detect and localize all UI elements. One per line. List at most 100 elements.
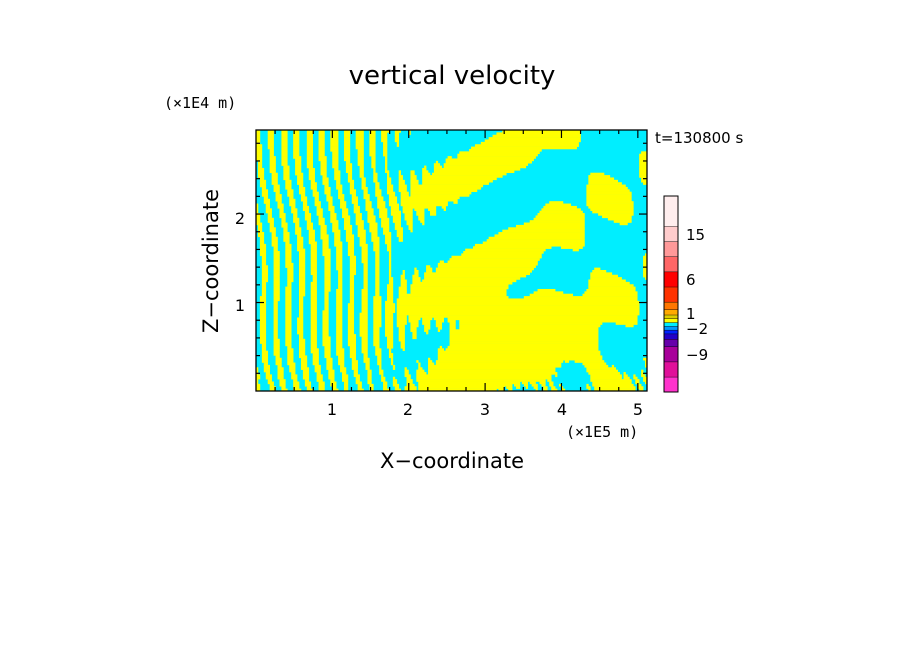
field-cell [404, 369, 409, 373]
field-cell [322, 317, 329, 321]
field-cell [355, 376, 360, 380]
field-cell [273, 312, 278, 316]
field-cell [277, 203, 284, 207]
field-cell [355, 220, 364, 223]
field-cell [410, 329, 417, 332]
field-cell [285, 260, 292, 264]
field-cell [412, 336, 417, 340]
field-cell [265, 376, 272, 380]
field-cell [265, 372, 270, 375]
field-cell [445, 348, 599, 351]
field-cell [373, 322, 382, 325]
field-cell [306, 146, 313, 150]
field-cell [381, 374, 384, 378]
field-cell [273, 279, 280, 283]
field-cell [275, 194, 282, 197]
field-cell [267, 215, 272, 219]
field-cell [338, 362, 345, 366]
field-cell [273, 189, 280, 192]
colorbar-swatch [663, 333, 679, 340]
field-cell [256, 210, 259, 214]
field-cell [271, 182, 278, 185]
field-cell [457, 156, 536, 159]
field-cell [285, 243, 292, 247]
field-cell [359, 243, 368, 247]
field-cell [398, 329, 405, 332]
field-cell [277, 369, 284, 373]
field-cell [285, 334, 292, 337]
field-cell [394, 132, 400, 136]
field-cell [412, 279, 421, 283]
field-cell [443, 163, 529, 166]
field-cell [263, 367, 270, 370]
field-cell [299, 338, 306, 342]
field-cell [299, 315, 304, 318]
field-cell [506, 386, 513, 389]
field-cell [343, 388, 349, 391]
field-cell [363, 265, 368, 268]
field-cell [295, 165, 302, 169]
field-cell [369, 134, 376, 138]
field-cell [349, 291, 355, 295]
field-cell [304, 381, 312, 385]
field-cell [361, 305, 368, 309]
field-cell [336, 319, 343, 323]
field-cell [396, 232, 403, 235]
field-cell [639, 167, 647, 171]
field-cell [269, 156, 276, 159]
field-cell [326, 194, 331, 197]
field-cell [299, 341, 306, 344]
field-cell [310, 179, 315, 183]
field-cell [373, 303, 382, 306]
field-cell [549, 383, 554, 387]
field-cell [375, 288, 380, 292]
field-cell [299, 189, 306, 192]
field-cell [365, 208, 374, 211]
field-cell [271, 243, 278, 247]
field-cell [261, 258, 267, 261]
field-cell [639, 158, 647, 162]
field-cell [375, 267, 380, 271]
field-cell [273, 322, 278, 325]
field-cell [412, 274, 419, 278]
field-cell [643, 260, 647, 264]
field-cell [343, 151, 351, 155]
field-cell [310, 348, 319, 351]
field-cell [361, 300, 368, 304]
field-cell [285, 312, 292, 316]
field-cell [273, 284, 280, 287]
field-cell [275, 198, 282, 202]
field-cell [322, 239, 329, 242]
field-cell [273, 336, 278, 340]
field-cell [263, 196, 269, 200]
field-cell [310, 334, 317, 337]
field-cell [261, 281, 267, 285]
field-cell [273, 272, 280, 276]
field-cell [256, 151, 263, 155]
field-cell [295, 229, 302, 233]
field-cell [328, 208, 335, 211]
field-cell [273, 343, 280, 347]
field-cell [281, 158, 288, 162]
field-cell [385, 307, 396, 311]
colorbar-tick-label: −9 [686, 346, 708, 364]
field-cell [543, 205, 577, 209]
field-cell [345, 234, 355, 238]
field-cell [588, 286, 636, 290]
x-tick-label: 4 [557, 400, 567, 419]
field-cell [435, 322, 443, 325]
field-cell [363, 267, 368, 271]
field-cell [312, 355, 319, 359]
field-cell [386, 336, 394, 340]
field-cell [285, 319, 292, 323]
field-cell [273, 262, 280, 266]
field-cell [394, 227, 403, 230]
field-cell [398, 326, 405, 330]
field-cell [293, 130, 300, 133]
field-cell [336, 331, 343, 335]
colorbar-swatch [663, 286, 679, 303]
field-cell [418, 364, 421, 368]
field-cell [584, 364, 609, 368]
field-cell [396, 144, 400, 147]
field-cell [375, 253, 380, 257]
